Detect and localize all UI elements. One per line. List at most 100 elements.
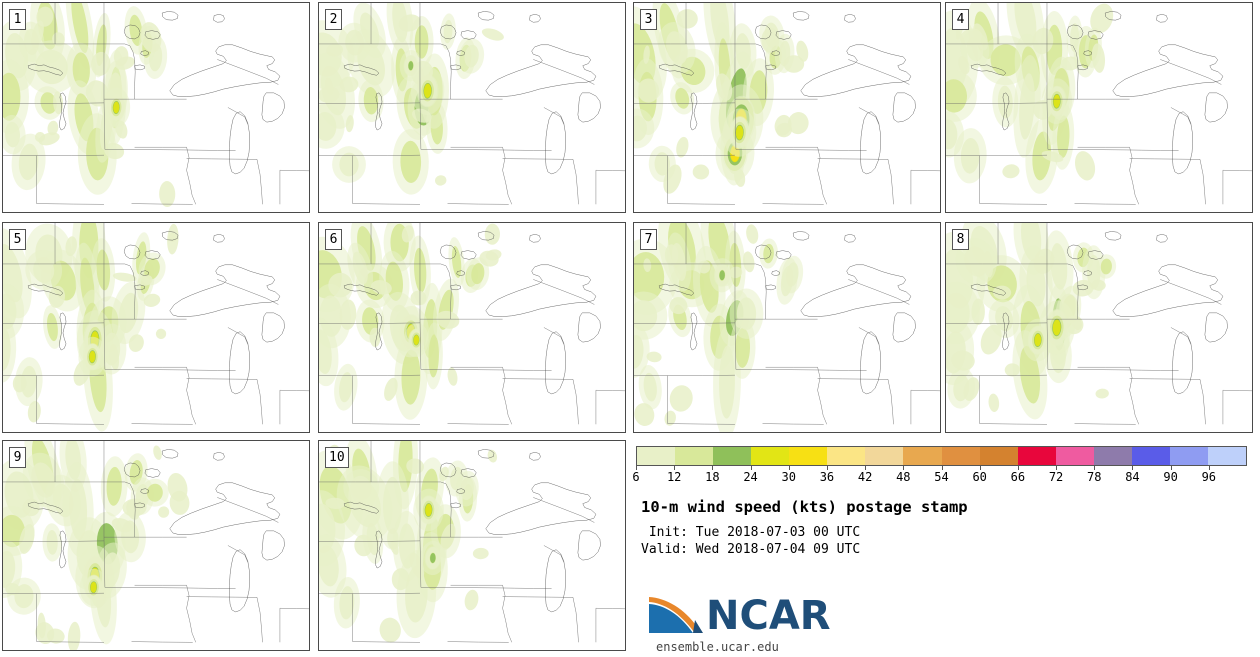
map-area bbox=[3, 441, 309, 650]
valid-time-label: Valid: Wed 2018-07-04 09 UTC bbox=[641, 542, 861, 557]
map-area bbox=[634, 223, 940, 432]
colorbar-swatch-72 bbox=[1055, 447, 1094, 465]
ncar-wordmark: NCAR bbox=[706, 593, 831, 639]
colorbar-tickmark-18 bbox=[712, 466, 714, 470]
colorbar-legend: 6 12 18 24 30 36 42 48 54 60 66 72 78 84 90 96 bbox=[632, 446, 1247, 484]
colorbar-swatch-48 bbox=[903, 447, 942, 465]
map-area bbox=[319, 441, 625, 650]
lakes-and-coastlines bbox=[658, 231, 916, 395]
colorbar-tick-label-30: 30 bbox=[781, 470, 796, 484]
lakes-and-coastlines bbox=[658, 11, 916, 175]
map-canvas bbox=[319, 441, 625, 643]
colorbar-swatch-36 bbox=[827, 447, 866, 465]
map-canvas bbox=[634, 223, 940, 432]
lakes-and-coastlines bbox=[970, 11, 1228, 175]
lakes-and-coastlines bbox=[343, 449, 601, 613]
map-canvas bbox=[634, 3, 940, 205]
state-borders bbox=[3, 3, 309, 205]
colorbar-tickmark-54 bbox=[941, 466, 943, 470]
stamp-panel-8[interactable]: 8 bbox=[945, 222, 1253, 433]
colorbar-tick-label-36: 36 bbox=[819, 470, 835, 484]
colorbar-tick-label-48: 48 bbox=[896, 470, 911, 484]
colorbar-tick-label-96: 96 bbox=[1201, 470, 1217, 484]
colorbar-swatch-24 bbox=[751, 447, 790, 465]
colorbar-swatch-78 bbox=[1093, 447, 1132, 465]
colorbar-tick-label-84: 84 bbox=[1125, 470, 1140, 484]
colorbar-tickmark-90 bbox=[1170, 466, 1172, 470]
map-canvas bbox=[946, 3, 1252, 205]
colorbar-tickmark-6 bbox=[636, 466, 637, 470]
state-borders bbox=[634, 223, 940, 425]
colorbar-tick-label-72: 72 bbox=[1048, 470, 1064, 484]
panel-number-badge: 10 bbox=[325, 447, 349, 468]
panel-number-badge: 5 bbox=[9, 229, 26, 250]
map-canvas bbox=[319, 3, 625, 205]
stamp-panel-4[interactable]: 4 bbox=[945, 2, 1253, 213]
colorbar-tickmark-12 bbox=[674, 466, 676, 470]
wind-speed-field bbox=[319, 223, 502, 420]
colorbar-tick-label-42: 42 bbox=[857, 470, 873, 484]
state-borders bbox=[3, 223, 309, 425]
colorbar-swatch-54 bbox=[941, 447, 980, 465]
wind-speed-field bbox=[3, 441, 190, 650]
stamp-panel-7[interactable]: 7 bbox=[633, 222, 941, 433]
colorbar-tickmark-60 bbox=[979, 466, 981, 470]
stamp-panel-6[interactable]: 6 bbox=[318, 222, 626, 433]
panel-number-badge: 4 bbox=[952, 9, 969, 30]
wind-speed-field bbox=[946, 223, 1117, 420]
lakes-and-coastlines bbox=[27, 231, 285, 395]
colorbar-tickmark-24 bbox=[750, 466, 752, 470]
colorbar-tick-label-60: 60 bbox=[972, 470, 987, 484]
panel-number-badge: 2 bbox=[325, 9, 342, 30]
colorbar-swatch-30 bbox=[789, 447, 828, 465]
map-canvas bbox=[3, 441, 309, 650]
colorbar-tickmark-30 bbox=[788, 466, 790, 470]
stamp-panel-9[interactable]: 9 bbox=[2, 440, 310, 651]
colorbar-tickmark-96 bbox=[1208, 466, 1210, 470]
stamp-panel-2[interactable]: 2 bbox=[318, 2, 626, 213]
colorbar-tickmark-72 bbox=[1056, 466, 1058, 470]
map-canvas bbox=[319, 223, 625, 425]
colorbar-swatch-84 bbox=[1131, 447, 1170, 465]
colorbar-swatch-90 bbox=[1169, 447, 1208, 465]
colorbar-tick-label-18: 18 bbox=[705, 470, 720, 484]
colorbar-tickmark-78 bbox=[1094, 466, 1096, 470]
map-area bbox=[946, 223, 1252, 432]
state-borders bbox=[319, 441, 625, 643]
colorbar-swatch-6 bbox=[637, 447, 676, 465]
ncar-site-url: ensemble.ucar.edu bbox=[656, 640, 779, 654]
map-canvas bbox=[3, 223, 309, 432]
wind-speed-field bbox=[3, 3, 176, 208]
map-area bbox=[319, 3, 625, 212]
colorbar-tickmark-48 bbox=[903, 466, 905, 470]
colorbar-swatch-60 bbox=[979, 447, 1018, 465]
ncar-swoosh-icon bbox=[649, 597, 703, 633]
ncar-logo[interactable]: NCAR ensemble.ucar.edu bbox=[648, 592, 848, 654]
colorbar-swatch-18 bbox=[713, 447, 752, 465]
wind-speed-field bbox=[946, 3, 1114, 194]
lakes-and-coastlines bbox=[343, 231, 601, 395]
figure-title: 10-m wind speed (kts) postage stamp bbox=[641, 498, 968, 516]
colorbar-tick-label-24: 24 bbox=[743, 470, 758, 484]
lakes-and-coastlines bbox=[27, 11, 285, 175]
state-borders bbox=[319, 3, 625, 205]
colorbar-tick-label-12: 12 bbox=[666, 470, 682, 484]
map-canvas bbox=[3, 3, 309, 208]
stamp-panel-3[interactable]: 3 bbox=[633, 2, 941, 213]
stamp-panel-10[interactable]: 10 bbox=[318, 440, 626, 651]
map-area bbox=[319, 223, 625, 432]
stamp-panel-5[interactable]: 5 bbox=[2, 222, 310, 433]
state-borders bbox=[3, 441, 309, 643]
state-borders bbox=[319, 223, 625, 425]
map-area bbox=[634, 3, 940, 212]
map-canvas bbox=[946, 223, 1252, 425]
colorbar-swatch-42 bbox=[865, 447, 904, 465]
wind-speed-field bbox=[319, 441, 498, 643]
colorbar-tick-label-66: 66 bbox=[1010, 470, 1026, 484]
colorbar-tickmark-66 bbox=[1017, 466, 1019, 470]
stamp-panel-1[interactable]: 1 bbox=[2, 2, 310, 213]
panel-number-badge: 8 bbox=[952, 229, 969, 250]
lakes-and-coastlines bbox=[343, 11, 601, 175]
colorbar bbox=[636, 446, 1247, 466]
